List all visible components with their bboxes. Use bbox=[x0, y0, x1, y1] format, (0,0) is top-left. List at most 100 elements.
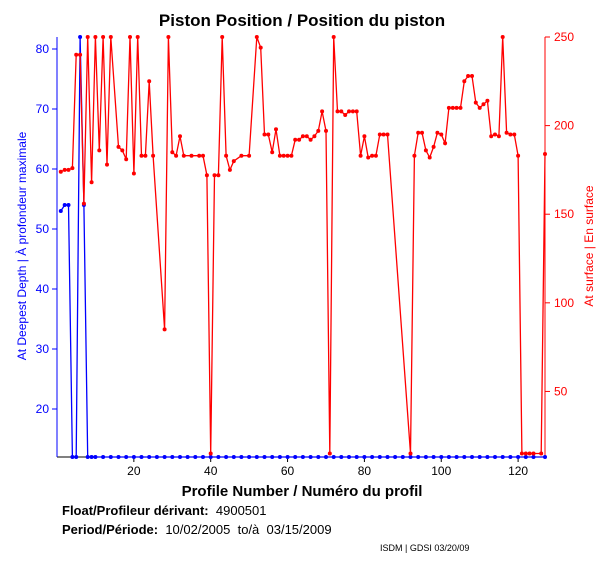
data-point-left bbox=[139, 455, 144, 459]
data-point-right bbox=[312, 134, 317, 139]
data-point-left bbox=[354, 455, 359, 459]
data-point-right bbox=[266, 132, 271, 137]
data-point-left bbox=[431, 455, 436, 459]
data-point-left bbox=[185, 455, 190, 459]
data-point-right bbox=[527, 451, 532, 456]
data-point-right bbox=[220, 35, 225, 39]
data-point-right bbox=[508, 132, 513, 137]
y-axis-left-label: At Deepest Depth | À profondeur maximale bbox=[14, 131, 29, 360]
y-axis-right-label: At surface | En surface bbox=[582, 185, 596, 306]
data-point-left bbox=[78, 35, 83, 39]
y-left-tick-label: 80 bbox=[36, 42, 50, 56]
data-point-right bbox=[201, 153, 205, 158]
data-point-left bbox=[277, 455, 282, 459]
data-point-right bbox=[281, 153, 286, 158]
data-point-right bbox=[139, 153, 144, 158]
data-point-left bbox=[543, 455, 547, 459]
data-point-right bbox=[174, 153, 179, 158]
data-point-right bbox=[412, 153, 417, 158]
data-point-right bbox=[143, 153, 148, 158]
data-point-right bbox=[116, 144, 121, 149]
y-right-tick-label: 200 bbox=[554, 119, 574, 133]
data-point-right bbox=[70, 166, 75, 171]
data-point-left bbox=[193, 455, 198, 459]
data-point-left bbox=[89, 455, 94, 459]
data-point-right bbox=[500, 35, 505, 39]
data-point-left bbox=[116, 455, 121, 459]
data-point-left bbox=[293, 455, 298, 459]
data-point-right bbox=[539, 451, 544, 456]
data-point-left bbox=[308, 455, 313, 459]
y-right-tick-label: 250 bbox=[554, 30, 574, 44]
data-point-left bbox=[124, 455, 129, 459]
data-point-right bbox=[274, 127, 278, 132]
data-point-right bbox=[366, 155, 371, 160]
data-point-left bbox=[508, 455, 513, 459]
data-point-right bbox=[470, 74, 474, 78]
data-point-right bbox=[493, 132, 497, 137]
data-point-right bbox=[358, 153, 363, 158]
data-point-left bbox=[423, 455, 428, 459]
series-line-left bbox=[60, 36, 545, 458]
data-point-right bbox=[128, 35, 132, 39]
data-point-right bbox=[427, 155, 432, 160]
data-point-left bbox=[101, 455, 106, 459]
data-point-right bbox=[277, 153, 282, 158]
data-point-right bbox=[320, 109, 325, 114]
data-point-right bbox=[97, 148, 102, 153]
data-point-right bbox=[124, 157, 129, 162]
data-point-right bbox=[408, 451, 413, 456]
data-point-right bbox=[327, 451, 332, 456]
data-point-right bbox=[458, 105, 463, 110]
data-point-right bbox=[231, 159, 236, 164]
data-point-right bbox=[151, 153, 156, 158]
data-point-right bbox=[254, 35, 259, 39]
data-point-right bbox=[435, 130, 440, 135]
data-point-left bbox=[531, 455, 536, 459]
chart-title: Piston Position / Position du piston bbox=[159, 11, 445, 30]
data-point-left bbox=[362, 455, 367, 459]
data-point-right bbox=[166, 35, 171, 39]
data-point-left bbox=[208, 455, 213, 459]
data-point-right bbox=[58, 169, 63, 174]
data-point-right bbox=[343, 113, 348, 117]
data-point-right bbox=[216, 173, 221, 178]
data-point-right bbox=[324, 128, 328, 133]
data-point-right bbox=[74, 52, 79, 57]
data-point-right bbox=[423, 148, 428, 153]
data-point-right bbox=[308, 137, 313, 142]
data-point-left bbox=[485, 455, 490, 459]
y-right-tick-label: 50 bbox=[554, 384, 568, 398]
data-point-right bbox=[262, 132, 267, 137]
data-point-right bbox=[531, 451, 536, 456]
credit-text: ISDM | GDSI 03/20/09 bbox=[380, 543, 470, 553]
data-point-right bbox=[81, 201, 86, 206]
data-point-left bbox=[162, 455, 167, 459]
data-point-right bbox=[385, 132, 390, 137]
data-point-right bbox=[170, 150, 175, 155]
data-point-left bbox=[477, 455, 482, 459]
data-point-right bbox=[135, 35, 140, 39]
data-point-left bbox=[254, 455, 259, 459]
data-point-left bbox=[439, 455, 444, 459]
y-left-tick-label: 20 bbox=[36, 402, 50, 416]
data-point-right bbox=[523, 451, 528, 456]
data-point-left bbox=[393, 455, 398, 459]
data-point-right bbox=[66, 167, 71, 172]
data-point-left bbox=[377, 455, 382, 459]
data-point-right bbox=[335, 109, 340, 114]
data-point-right bbox=[496, 134, 501, 139]
data-point-left bbox=[216, 455, 221, 459]
x-tick-label: 40 bbox=[204, 464, 218, 478]
data-point-right bbox=[370, 153, 375, 158]
float-info: Float/Profileur dérivant: 4900501 bbox=[62, 503, 267, 518]
y-left-tick-label: 60 bbox=[36, 162, 50, 176]
y-left-tick-label: 50 bbox=[36, 222, 50, 236]
x-tick-label: 100 bbox=[431, 464, 451, 478]
data-point-right bbox=[131, 171, 136, 176]
data-point-right bbox=[189, 153, 194, 158]
y-left-tick-label: 40 bbox=[36, 282, 50, 296]
data-point-right bbox=[439, 132, 444, 137]
data-point-right bbox=[431, 144, 436, 149]
